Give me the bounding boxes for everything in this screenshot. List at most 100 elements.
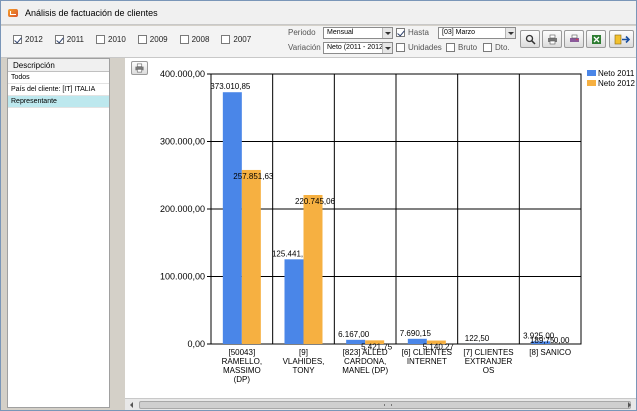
description-panel: Descripción Todos País del cliente: [IT]… [7, 58, 110, 408]
variacion-value: Neto (2011 - 2012) [327, 44, 386, 51]
bar-chart: 400.000,00 300.000,00 200.000,00 100.000,00… [160, 69, 636, 384]
description-header[interactable]: Descripción [8, 59, 109, 72]
list-item[interactable]: Representante [8, 96, 109, 108]
bar-2012 [365, 340, 385, 344]
data-label: 125.441,66 [272, 249, 313, 258]
chevron-down-icon[interactable] [505, 28, 515, 38]
x-category-label: RAMELLO, [222, 357, 262, 366]
bruto-checkbox-box[interactable] [446, 43, 455, 52]
year-2008-checkbox[interactable]: 2008 [179, 35, 210, 44]
data-label: 220.745,06 [295, 197, 336, 206]
chevron-down-icon[interactable] [382, 28, 392, 38]
data-label: 122,50 [465, 334, 490, 343]
checkbox-2008-box[interactable] [179, 35, 189, 44]
exit-button[interactable] [609, 30, 634, 48]
search-button[interactable] [520, 30, 540, 48]
year-2012-checkbox[interactable]: 2012 [13, 35, 43, 44]
bruto-label: Bruto [458, 43, 478, 52]
hasta-checkbox[interactable]: Hasta [396, 28, 429, 37]
print-preview-button[interactable] [564, 30, 584, 48]
checkbox-2012-box[interactable] [13, 35, 22, 44]
year-2007-checkbox[interactable]: 2007 [221, 35, 251, 44]
checkbox-2010-box[interactable] [96, 35, 105, 44]
checkbox-2009-box[interactable] [137, 35, 147, 44]
search-icon [525, 34, 536, 45]
data-label: 7.690,15 [400, 329, 432, 338]
y-tick-label: 0,00 [187, 339, 205, 349]
year-2010-checkbox[interactable]: 2010 [96, 35, 126, 44]
x-category-label: [823] ALLED [343, 348, 388, 357]
periodo-select[interactable]: Mensual [323, 27, 393, 39]
export-button[interactable] [586, 30, 606, 48]
scrollbar-thumb[interactable] [139, 401, 631, 409]
hasta-select[interactable]: [03] Marzo [438, 27, 516, 39]
year-2009-label: 2009 [149, 35, 168, 44]
chart-print-button[interactable] [131, 61, 148, 75]
variacion-label: Variación [288, 43, 321, 52]
dto-checkbox[interactable]: Dto. [483, 43, 510, 52]
bar-2012 [303, 194, 323, 344]
print-icon [548, 34, 557, 45]
list-item[interactable]: Todos [8, 72, 109, 84]
legend-entry: Neto 2012 [598, 79, 635, 88]
bar-2011 [531, 341, 551, 344]
bar-2011 [346, 339, 366, 344]
x-category-label: [8] SANICO [529, 348, 571, 357]
chevron-down-icon[interactable] [382, 43, 392, 53]
legend-swatch [587, 70, 596, 76]
year-2008-label: 2008 [191, 35, 210, 44]
x-category-label: CARDONA, [344, 357, 386, 366]
horizontal-scrollbar[interactable] [125, 398, 636, 410]
x-category-label: [6] CLIENTES [402, 348, 452, 357]
checkbox-2007-box[interactable] [221, 35, 231, 44]
x-category-label: MANEL (DP) [342, 366, 388, 375]
list-item[interactable]: País del cliente: [IT] ITALIA [8, 84, 109, 96]
hasta-checkbox-box[interactable] [396, 28, 405, 37]
hasta-value: [03] Marzo [442, 29, 476, 36]
filter-toolbar: 2012 2011 2010 2009 2008 2007 Periodo Me… [1, 26, 636, 58]
x-category-label: [50043] [228, 348, 255, 357]
y-tick-label: 400.000,00 [160, 69, 205, 79]
exit-icon [614, 34, 630, 45]
unidades-label: Unidades [408, 43, 442, 52]
scroll-left-icon[interactable] [127, 400, 137, 410]
bar-2011 [222, 92, 242, 344]
legend-entry: Neto 2011 [598, 69, 635, 78]
chart-app-icon [7, 7, 19, 19]
unidades-checkbox-box[interactable] [396, 43, 405, 52]
hasta-label: Hasta [408, 28, 429, 37]
data-label: 257.851,63 [233, 172, 274, 181]
year-2012-label: 2012 [25, 35, 43, 44]
bar-2012 [241, 169, 261, 344]
y-tick-label: 100.000,00 [160, 272, 205, 282]
legend-swatch [587, 80, 596, 86]
variacion-select[interactable]: Neto (2011 - 2012) [323, 42, 393, 54]
unidades-checkbox[interactable]: Unidades [396, 43, 442, 52]
data-label: 0,00 [554, 336, 570, 345]
export-icon [592, 35, 601, 44]
scroll-right-icon[interactable] [624, 400, 634, 410]
year-2009-checkbox[interactable]: 2009 [137, 35, 168, 44]
bar-chart-area: 400.000,00 300.000,00 200.000,00 100.000,00… [125, 58, 636, 398]
year-2011-checkbox[interactable]: 2011 [54, 35, 84, 44]
window-title: Análisis de factuación de clientes [25, 7, 158, 18]
y-tick-label: 300.000,00 [160, 137, 205, 147]
x-category-label: INTERNET [407, 357, 447, 366]
dto-checkbox-box[interactable] [483, 43, 492, 52]
x-category-label: OS [483, 366, 495, 375]
print-icon [135, 63, 144, 73]
data-label: 373.010,85 [210, 82, 251, 91]
data-label: 6.167,00 [338, 330, 370, 339]
checkbox-2011-box[interactable] [54, 35, 64, 44]
title-bar[interactable]: Análisis de factuación de clientes [1, 1, 636, 25]
year-2010-label: 2010 [108, 35, 126, 44]
bar-2012 [426, 340, 446, 344]
year-2007-label: 2007 [233, 35, 252, 44]
dto-label: Dto. [495, 43, 510, 52]
print-button[interactable] [542, 30, 562, 48]
year-2011-label: 2011 [66, 35, 84, 44]
data-label: 189,75 [530, 336, 555, 345]
bruto-checkbox[interactable]: Bruto [446, 43, 477, 52]
data-label: 5.140,27 [423, 343, 455, 352]
